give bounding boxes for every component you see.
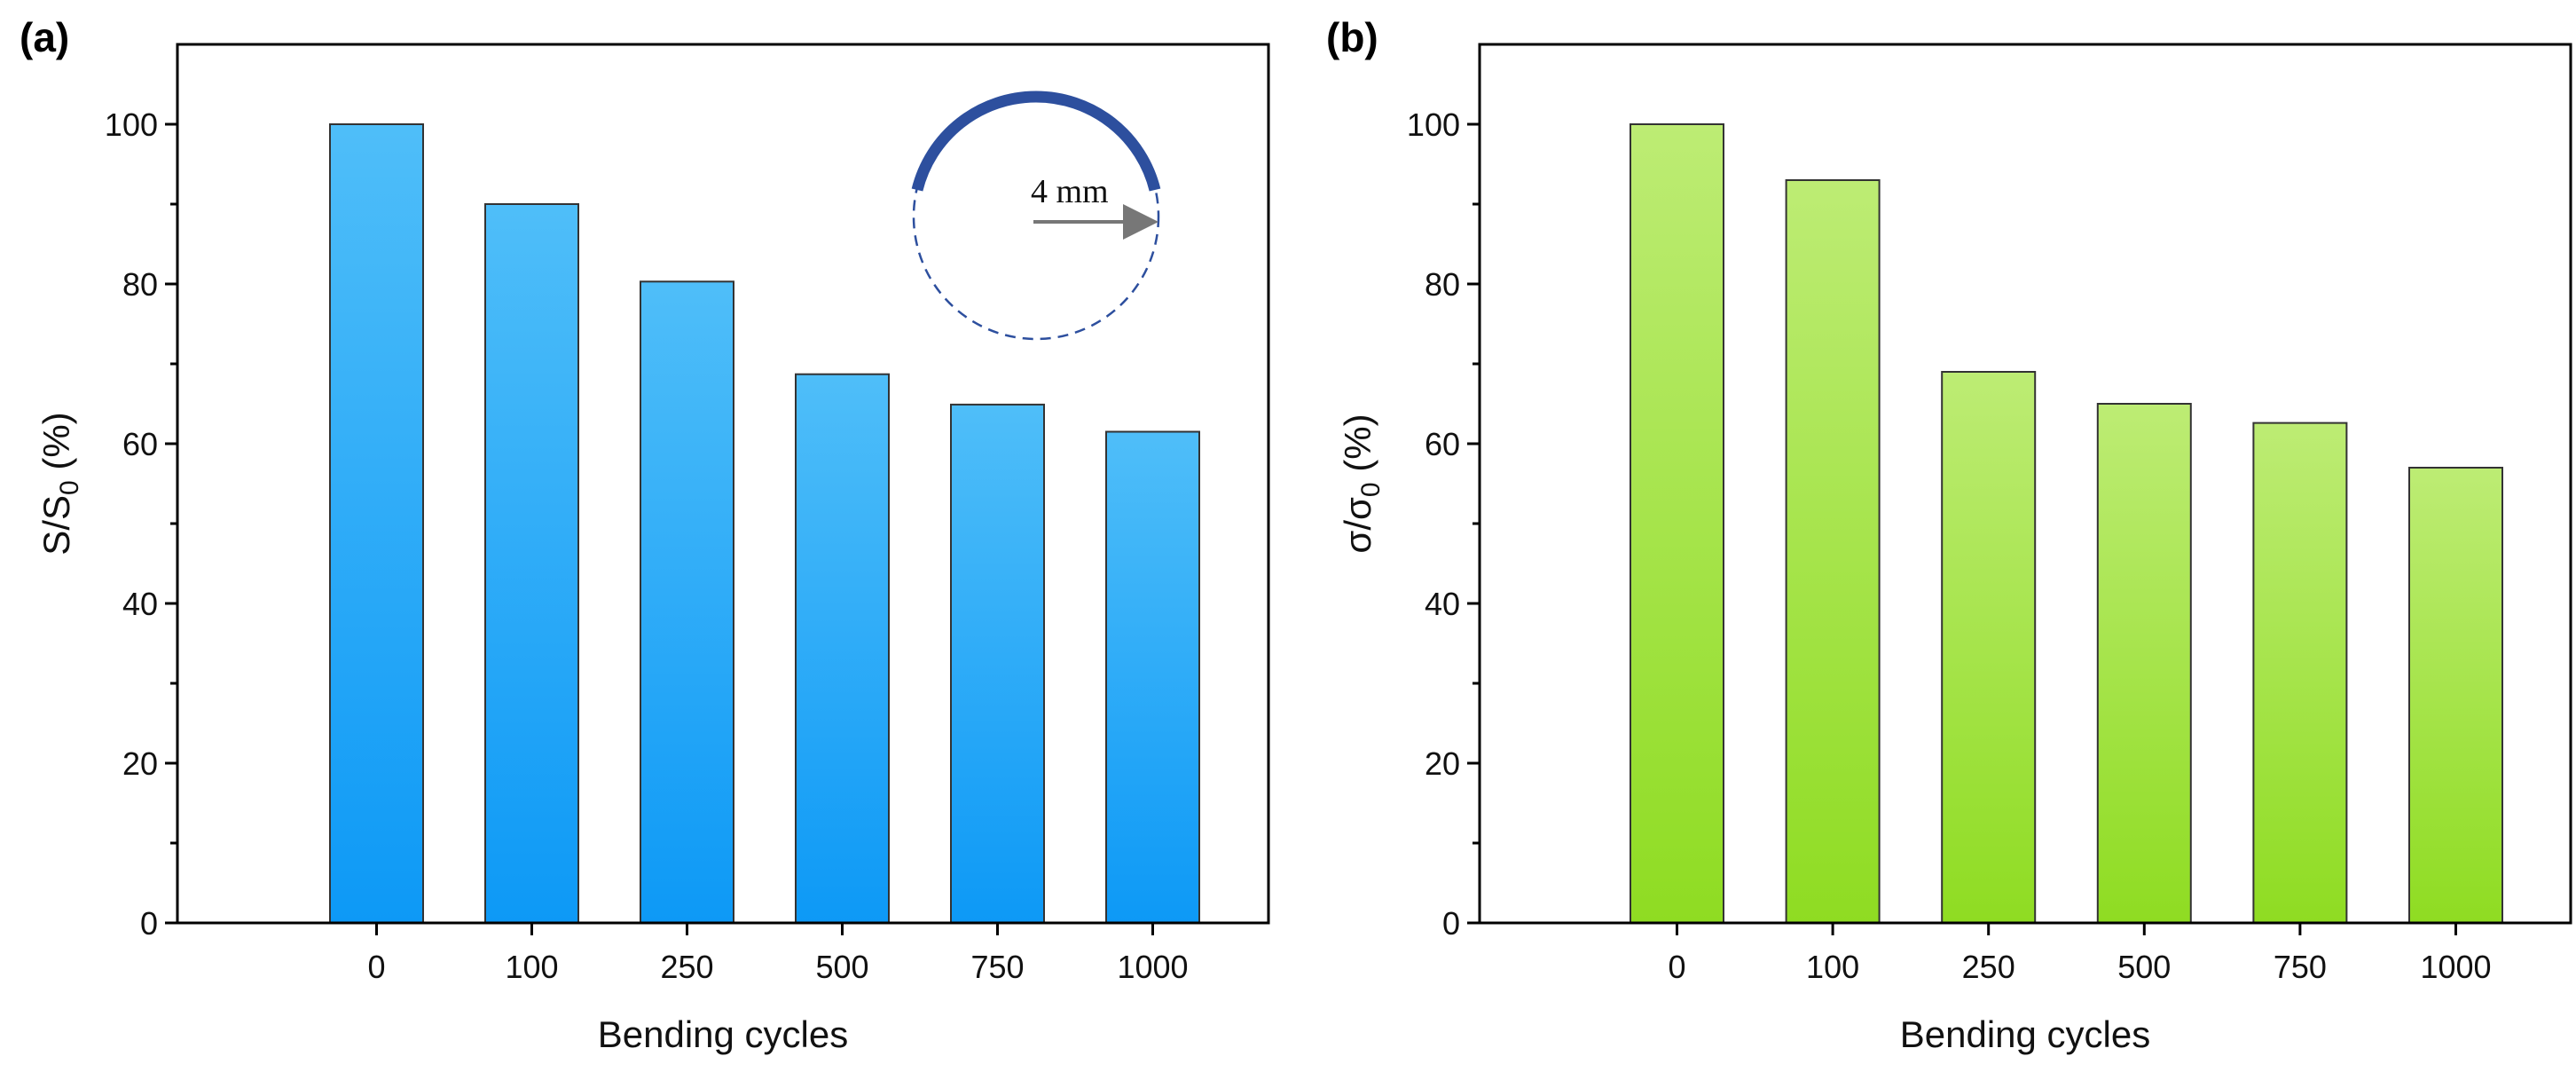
bar-a-100 [484, 203, 579, 924]
y-axis-title-a: S/S0 (%) [35, 412, 84, 555]
bar-a-500 [795, 373, 890, 924]
bar-a-250 [640, 280, 734, 924]
x-tick-label-b: 250 [1962, 949, 2015, 985]
x-tick-label-b: 1000 [2420, 949, 2491, 985]
bar-b-100 [1785, 179, 1881, 924]
y-axis-title-b-unit: (%) [1337, 414, 1378, 482]
y-tick-label-b: 0 [1442, 905, 1460, 942]
x-tick-label-b: 750 [2274, 949, 2327, 985]
y-tick-label-b: 60 [1425, 426, 1460, 462]
inset-bent-arc [911, 91, 1161, 192]
plot-frame-b [1478, 43, 2572, 925]
x-tick-label-b: 100 [1806, 949, 1859, 985]
y-axis-title-a-sub: 0 [55, 480, 84, 495]
x-axis-title-a: Bending cycles [598, 1013, 849, 1055]
bar-b-250 [1941, 371, 2037, 924]
panel-label-a: (a) [20, 14, 69, 60]
chart-panel-b: (b) 0 100 250 500 750 1000 0 20 40 60 80 100 Bendin… [1326, 14, 2572, 1055]
panel-label-b: (b) [1326, 14, 1378, 60]
y-axis-title-a-main: S/S [35, 495, 77, 556]
bar-a-1000 [1105, 430, 1200, 924]
x-tick-label-a: 250 [660, 949, 713, 985]
y-tick-label-a: 20 [122, 745, 158, 782]
inset-radius-label: 4 mm [1031, 173, 1109, 210]
x-tick-label-a: 750 [970, 949, 1024, 985]
y-tick-label-b: 80 [1425, 266, 1460, 303]
x-tick-label-a: 500 [815, 949, 868, 985]
bar-b-1000 [2408, 467, 2503, 924]
y-tick-label-a: 60 [122, 426, 158, 462]
plot-frame-a [176, 43, 1270, 925]
x-axis-title-b: Bending cycles [1900, 1013, 2151, 1055]
y-axis-title-a-unit: (%) [35, 412, 77, 480]
chart-panel-a: (a) 0 100 250 500 750 1000 0 20 40 60 80 100 Bendin… [20, 14, 1270, 1055]
bar-a-0 [329, 123, 424, 924]
y-tick-label-b: 100 [1407, 106, 1460, 143]
bending-inset: 4 mm [911, 91, 1161, 341]
bar-b-500 [2096, 403, 2192, 924]
bar-b-750 [2252, 422, 2348, 925]
y-axis-title-b-main: σ/σ [1337, 497, 1378, 554]
bar-b-0 [1630, 123, 1724, 924]
y-tick-label-b: 40 [1425, 586, 1460, 622]
y-tick-label-b: 20 [1425, 745, 1460, 782]
y-tick-label-a: 80 [122, 266, 158, 303]
x-tick-label-b: 500 [2117, 949, 2171, 985]
x-tick-label-a: 0 [367, 949, 385, 985]
y-axis-title-b-sub: 0 [1356, 482, 1386, 497]
x-tick-label-a: 1000 [1117, 949, 1188, 985]
y-tick-label-a: 40 [122, 586, 158, 622]
x-tick-label-b: 0 [1668, 949, 1685, 985]
x-tick-label-a: 100 [505, 949, 558, 985]
y-tick-label-a: 100 [105, 106, 158, 143]
bar-a-750 [950, 403, 1045, 924]
y-tick-label-a: 0 [140, 905, 158, 942]
y-axis-title-b: σ/σ0 (%) [1337, 414, 1386, 553]
